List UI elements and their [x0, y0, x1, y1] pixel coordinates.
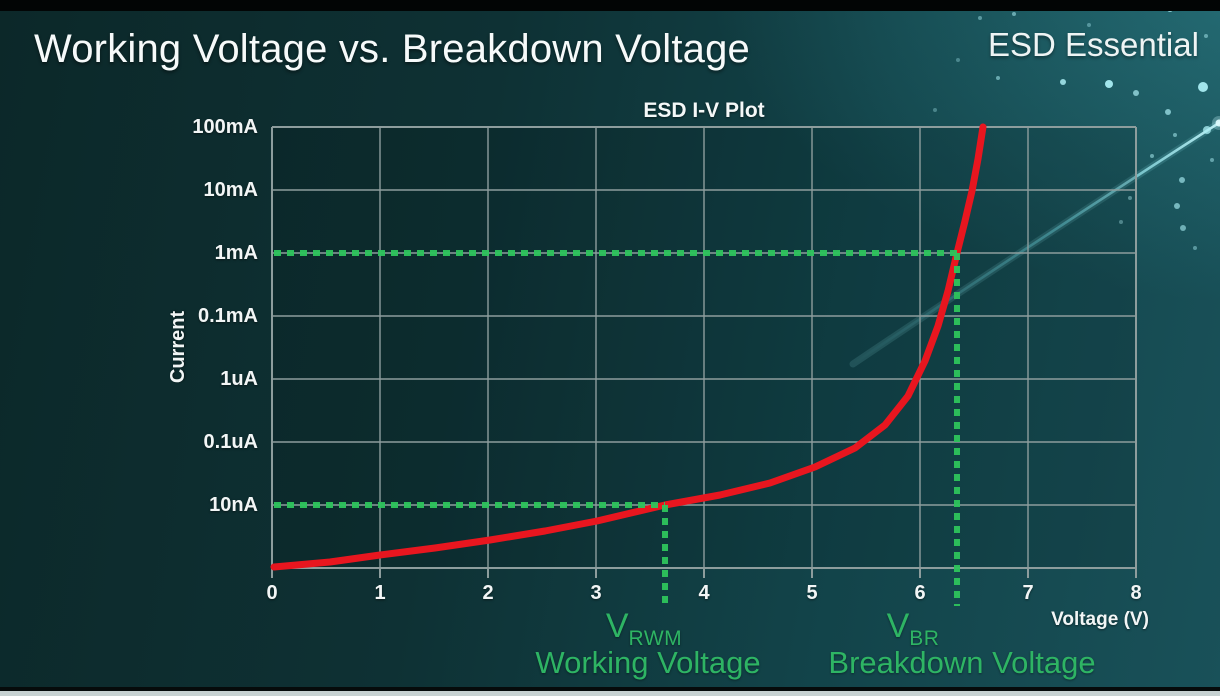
bokeh-dot	[1198, 82, 1208, 92]
bokeh-dot	[1165, 109, 1171, 115]
bottom-letterbox-bar	[0, 687, 1220, 691]
x-tick-label: 6	[914, 582, 926, 604]
chart-title: ESD I-V Plot	[643, 99, 765, 122]
bokeh-dot	[933, 108, 937, 112]
streak-endpoint-glow	[1215, 119, 1220, 127]
x-tick-label: 8	[1130, 582, 1142, 604]
x-tick-label: 3	[590, 582, 602, 604]
bokeh-dot	[1105, 80, 1113, 88]
y-tick-label: 10mA	[203, 179, 258, 201]
bokeh-dot	[1193, 246, 1197, 250]
bokeh-dot	[1174, 203, 1180, 209]
x-tick-label: 4	[698, 582, 710, 604]
y-tick-label: 1mA	[214, 242, 258, 264]
y-tick-label: 1uA	[220, 368, 258, 390]
slide-title: Working Voltage vs. Breakdown Voltage	[34, 27, 750, 71]
x-tick-label: 1	[374, 582, 386, 604]
bokeh-dot	[1173, 133, 1177, 137]
brand-watermark: ESD Essential	[988, 26, 1199, 63]
y-tick-label: 0.1mA	[197, 305, 258, 327]
x-tick-label: 5	[806, 582, 818, 604]
top-letterbox-bar	[0, 0, 1220, 11]
bokeh-dot	[996, 76, 1000, 80]
bokeh-dot	[1012, 12, 1016, 16]
y-tick-label: 0.1uA	[203, 431, 258, 453]
bokeh-dot	[1210, 158, 1214, 162]
vbr-symbol: V	[886, 607, 910, 645]
vrwm-symbol: V	[605, 607, 629, 645]
bokeh-dot	[1204, 34, 1208, 38]
vrwm-label: VRWM	[574, 608, 714, 657]
bokeh-dot	[1203, 126, 1211, 134]
bokeh-dot	[1060, 79, 1066, 85]
bokeh-dot	[1128, 196, 1132, 200]
bokeh-dot	[1133, 90, 1139, 96]
bokeh-dot	[1087, 23, 1091, 27]
vrwm-subscript: RWM	[628, 627, 683, 650]
y-tick-label: 10nA	[209, 494, 258, 516]
iv-curve	[270, 123, 987, 571]
bokeh-dot	[1179, 177, 1185, 183]
breakdown-voltage-caption: Breakdown Voltage	[828, 645, 1096, 680]
working-voltage-caption: Working Voltage	[535, 645, 761, 680]
x-tick-label: 2	[482, 582, 494, 604]
bokeh-dot	[956, 58, 960, 62]
y-tick-label: 100mA	[192, 116, 258, 138]
bokeh-dot	[1098, 40, 1102, 44]
bokeh-dot	[1119, 220, 1123, 224]
x-tick-label: 7	[1022, 582, 1034, 604]
vbr-label: VBR	[843, 608, 983, 657]
bokeh-dot	[1150, 154, 1154, 158]
bokeh-dot	[978, 16, 982, 20]
video-progress-bar[interactable]	[0, 691, 1220, 696]
x-axis-title: Voltage (V)	[1051, 609, 1149, 630]
light-streak	[851, 120, 1220, 366]
x-tick-label: 0	[266, 582, 278, 604]
bokeh-dot	[1180, 225, 1186, 231]
vbr-subscript: BR	[909, 627, 940, 650]
